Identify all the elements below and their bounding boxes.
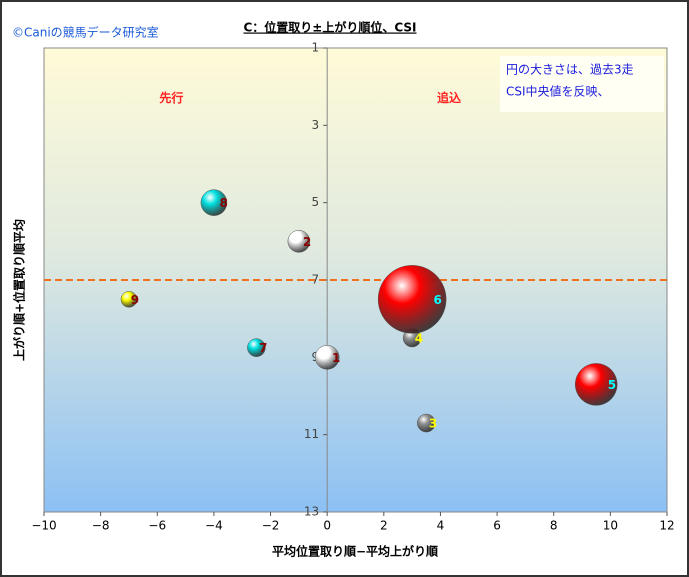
bubble-label: 8 [219,196,227,210]
watermark: ©Caniの競馬データ研究室 [12,25,159,40]
x-tick-label: −6 [148,519,166,533]
y-tick-label: 7 [312,273,320,287]
note: 円の大きさは、過去3走 [506,63,634,77]
x-tick-label: −10 [31,519,56,533]
x-tick-label: −8 [92,519,110,533]
bubble-label: 1 [332,351,340,365]
bubble-label: 5 [608,378,616,392]
bubble [200,189,228,216]
chart-title: C：位置取り±上がり順位、CSI [244,20,417,35]
bubble [314,345,340,370]
x-axis-label: 平均位置取り順−平均上がり順 [272,544,439,559]
x-tick-label: −2 [262,519,280,533]
y-tick-label: 1 [312,41,320,55]
bubble-label: 3 [429,417,437,431]
bubble-label: 4 [415,332,423,346]
note: CSI中央値を反映、 [506,84,610,99]
x-tick-label: 10 [603,519,618,533]
x-tick-label: 8 [550,519,558,533]
x-tick-label: −4 [205,519,223,533]
y-axis-label: 上がり順+位置取り順平均 [12,219,27,361]
bubble-label: 7 [259,341,267,355]
y-tick-label: 5 [312,195,320,209]
bubble [417,413,436,433]
y-tick-label: 11 [304,427,319,441]
x-tick-label: 4 [437,519,445,533]
annotation: 先行 [159,90,183,105]
bubble-label: 6 [433,293,441,307]
y-tick-label: 13 [304,505,319,519]
annotation: 追込 [437,90,461,105]
bubble [574,363,618,406]
bubble-label: 9 [131,293,139,307]
bubble-label: 2 [303,235,311,249]
x-tick-label: 0 [323,519,331,533]
bubble [377,265,447,334]
x-tick-label: 2 [380,519,388,533]
note-box [500,56,664,112]
x-tick-label: 6 [493,519,501,533]
y-tick-label: 3 [312,118,320,132]
bubble [287,230,311,253]
bubble [247,338,266,357]
bubble [120,291,138,308]
x-tick-label: 12 [659,519,674,533]
